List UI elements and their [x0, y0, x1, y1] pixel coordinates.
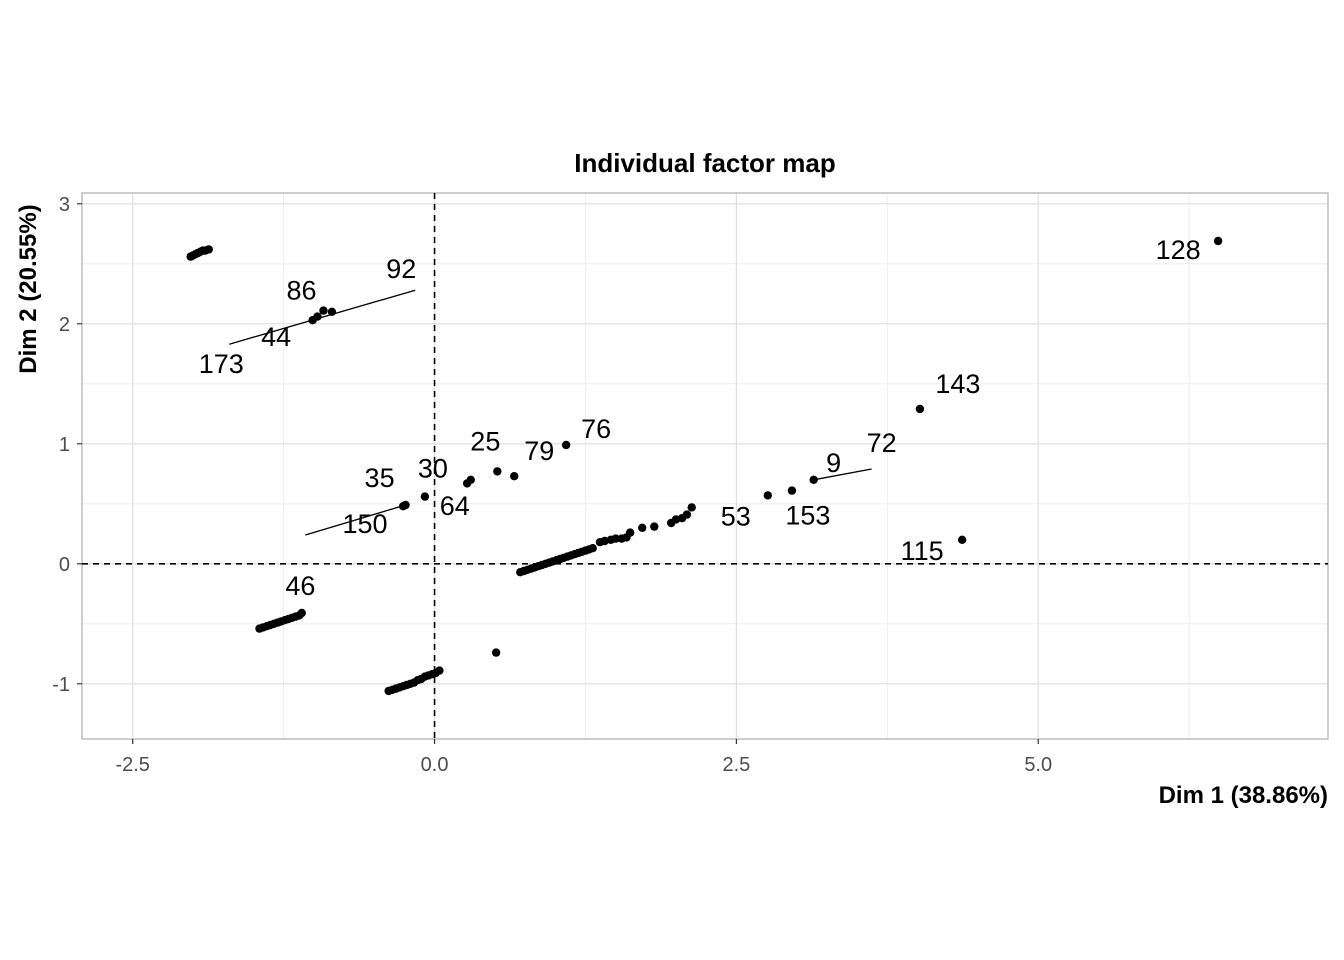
point-label: 72: [867, 428, 897, 458]
point-label: 35: [365, 463, 395, 493]
point-labels: 128 143 72 9 153 53 115 76 79 25 64 30 35 150 46 92 86 44…: [199, 235, 1201, 601]
reference-lines: [82, 193, 1328, 739]
point-label: 143: [935, 369, 980, 399]
point-label: 153: [785, 501, 830, 531]
point-label: 64: [440, 491, 470, 521]
point-label: 128: [1156, 235, 1201, 265]
data-point: [915, 404, 925, 414]
chart-title: Individual factor map: [574, 148, 836, 178]
data-point: [625, 528, 635, 537]
y-tick-label: 3: [59, 194, 70, 216]
data-point: [650, 522, 659, 531]
point-label: 25: [470, 426, 500, 456]
point-label: 46: [285, 571, 315, 601]
x-axis-ticks: -2.5 0.0 2.5 5.0: [115, 739, 1052, 776]
data-point: [510, 472, 519, 481]
data-point: [763, 491, 772, 500]
data-point: [638, 523, 647, 532]
x-tick-label: -2.5: [115, 754, 149, 776]
data-point: [493, 467, 502, 476]
y-axis-title: Dim 2 (20.55%): [15, 204, 42, 373]
x-tick-label: 2.5: [722, 754, 750, 776]
data-point: [327, 307, 337, 316]
panel-border: [81, 192, 1329, 740]
point-label: 173: [199, 349, 244, 379]
data-point: [204, 245, 213, 254]
data-point: [957, 535, 967, 544]
label-connector: [305, 504, 406, 536]
data-point: [308, 316, 317, 325]
data-point: [682, 510, 692, 519]
data-point: [611, 534, 620, 543]
label-connector: [229, 289, 416, 345]
x-tick-label: 0.0: [421, 754, 449, 776]
data-point: [398, 502, 408, 511]
y-axis-ticks: -1 0 1 2 3: [52, 194, 82, 696]
data-point: [1213, 236, 1223, 246]
point-label: 150: [342, 509, 387, 539]
data-point: [787, 486, 797, 495]
data-point: [420, 492, 430, 501]
point-label: 86: [287, 276, 317, 306]
point-label: 92: [386, 254, 416, 284]
point-label: 115: [901, 536, 944, 566]
y-tick-label: 2: [59, 314, 70, 336]
data-points: [186, 236, 1223, 696]
x-tick-label: 5.0: [1024, 754, 1052, 776]
data-point: [687, 503, 696, 512]
data-point: [466, 475, 475, 484]
data-point: [809, 475, 818, 484]
data-point: [435, 666, 444, 675]
y-tick-label: 0: [59, 554, 70, 576]
data-point: [491, 648, 501, 657]
point-label: 30: [418, 454, 448, 484]
point-label: 76: [581, 414, 611, 444]
label-connector-lines: [229, 289, 872, 536]
point-label: 79: [524, 436, 554, 466]
y-tick-label: 1: [59, 434, 70, 456]
data-point: [319, 306, 328, 315]
data-point: [297, 608, 306, 618]
grid: [82, 193, 1328, 739]
point-label: 53: [721, 501, 751, 531]
data-point: [561, 440, 571, 450]
label-connector: [813, 468, 872, 481]
data-point: [588, 544, 597, 553]
x-axis-title: Dim 1 (38.86%): [1159, 782, 1328, 809]
point-label: 9: [826, 448, 841, 478]
point-label: 44: [261, 322, 291, 352]
y-tick-label: -1: [52, 674, 70, 696]
